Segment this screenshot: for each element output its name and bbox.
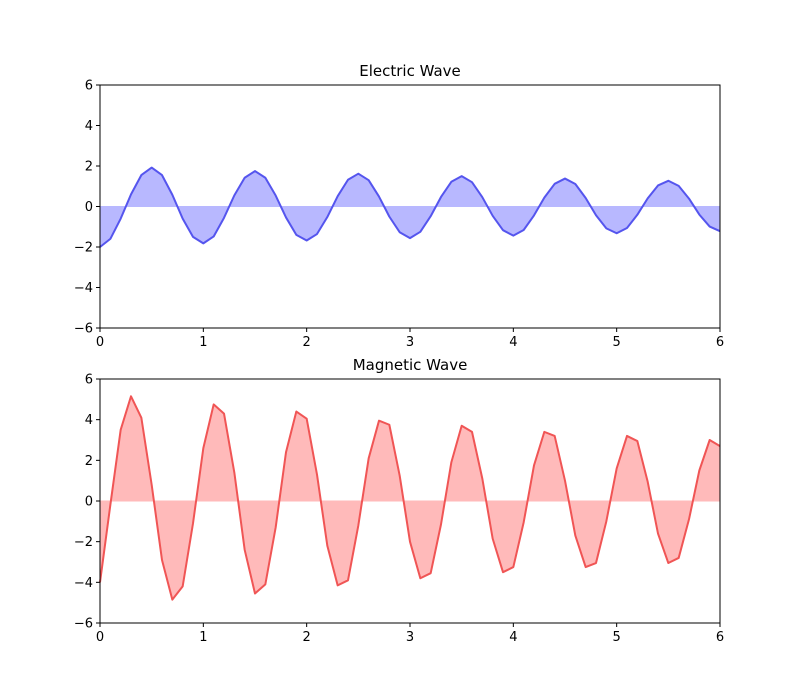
electric-wave-series-line <box>99 166 721 248</box>
magnetic-wave-plot-layer <box>99 394 721 601</box>
electric-wave-x-tick-label: 2 <box>303 335 311 350</box>
electric-wave-x-tick-label: 5 <box>613 335 621 350</box>
magnetic-wave-x-tick-label: 1 <box>199 630 207 645</box>
magnetic-wave-y-tick-label: −6 <box>74 617 93 632</box>
magnetic-wave-y-tick-label: 2 <box>85 454 93 469</box>
electric-wave-y-tick-label: 4 <box>85 119 93 134</box>
magnetic-wave-x-tick-label: 6 <box>716 630 724 645</box>
magnetic-wave-y-tick-label: −2 <box>74 535 93 550</box>
electric-wave-y-tick-label: 0 <box>85 200 93 215</box>
magnetic-wave-x-tick-label: 2 <box>303 630 311 645</box>
electric-wave-x-tick-label: 3 <box>406 335 414 350</box>
magnetic-wave-series-line <box>99 395 721 601</box>
electric-wave-x-tick-label: 0 <box>96 335 104 350</box>
electric-wave-y-tick-label: −4 <box>74 281 93 296</box>
magnetic-wave-x-tick-label: 5 <box>613 630 621 645</box>
magnetic-wave-y-tick-label: 4 <box>85 413 93 428</box>
magnetic-wave-y-tick-label: −4 <box>74 576 93 591</box>
electric-wave-y-tick-label: −2 <box>74 241 93 256</box>
magnetic-wave-subplot: Magnetic Wave 0 1 2 3 4 5 6 6 4 2 0 −2 −4 −6 <box>74 356 724 645</box>
magnetic-wave-x-tick-label: 3 <box>406 630 414 645</box>
electric-wave-subplot: Electric Wave 0 1 2 3 4 5 6 6 4 2 0 −2 −4 −6 <box>74 62 724 350</box>
electric-wave-x-tick-label: 6 <box>716 335 724 350</box>
electric-wave-y-tick-label: −6 <box>74 322 93 337</box>
magnetic-wave-y-tick-label: 0 <box>85 495 93 510</box>
electric-wave-x-tick-label: 4 <box>509 335 517 350</box>
electric-wave-ticks: 0 1 2 3 4 5 6 6 4 2 0 −2 −4 −6 <box>74 79 724 351</box>
magnetic-wave-x-tick-label: 0 <box>96 630 104 645</box>
magnetic-wave-y-tick-label: 6 <box>85 373 93 388</box>
electric-wave-x-tick-label: 1 <box>199 335 207 350</box>
electric-wave-y-tick-label: 2 <box>85 160 93 175</box>
magnetic-wave-title: Magnetic Wave <box>353 356 468 374</box>
magnetic-wave-ticks: 0 1 2 3 4 5 6 6 4 2 0 −2 −4 −6 <box>74 373 724 646</box>
magnetic-wave-x-tick-label: 4 <box>509 630 517 645</box>
electric-wave-plot-layer <box>99 166 721 249</box>
electric-wave-y-tick-label: 6 <box>85 79 93 94</box>
electric-wave-title: Electric Wave <box>359 62 461 80</box>
